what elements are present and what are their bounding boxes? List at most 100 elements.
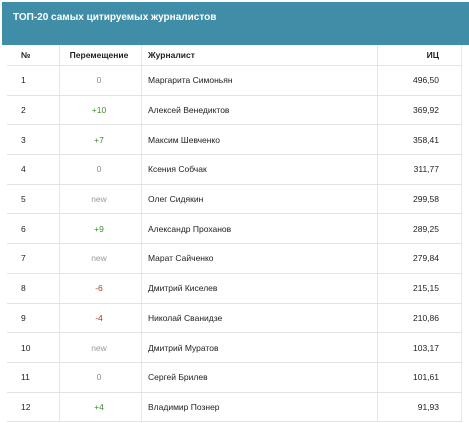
table-row: 11 0 Сергей Брилев 101,61 [7,362,462,393]
column-divider [377,45,378,65]
table-title: ТОП-20 самых цитируемых журналистов [13,12,217,23]
movement-cell: -4 [95,312,103,323]
movement-cell: 0 [96,75,102,86]
column-divider [59,303,60,333]
citation-index-cell: 358,41 [413,134,439,145]
table-row: 8 -6 Дмитрий Киселев 215,15 [7,273,462,304]
column-divider [377,303,378,333]
column-divider [461,392,462,422]
rank-cell: 12 [21,401,31,412]
column-divider [461,244,462,273]
journalist-name-cell: Дмитрий Киселев [148,283,218,294]
column-divider [59,184,60,214]
table-title-banner: ТОП-20 самых цитируемых журналистов [2,2,469,45]
citation-index-cell: 496,50 [413,75,439,86]
column-divider [141,244,142,273]
rank-cell: 10 [21,342,31,353]
column-divider [59,155,60,184]
rank-cell: 7 [21,253,26,264]
table-row: 10 new Дмитрий Муратов 103,17 [7,333,462,363]
journalist-name-cell: Александр Проханов [148,223,232,234]
rank-cell: 6 [21,223,26,234]
citation-index-cell: 311,77 [413,164,439,175]
column-divider [141,155,142,184]
column-divider [461,303,462,333]
table-row: 5 new Олег Сидякин 299,58 [7,184,462,215]
column-divider [141,66,142,95]
citation-index-cell: 289,25 [413,223,439,234]
citation-index-cell: 299,58 [413,194,439,205]
column-divider [377,95,378,125]
rank-cell: 5 [21,194,26,205]
column-divider [461,184,462,214]
column-divider [141,362,142,392]
table-row: 2 +10 Алексей Венедиктов 369,92 [7,95,462,126]
journalist-name-cell: Дмитрий Муратов [148,342,219,353]
citation-index-cell: 210,86 [413,312,439,323]
column-divider [59,362,60,392]
column-divider [377,244,378,273]
column-divider [141,333,142,362]
rank-cell: 8 [21,283,26,294]
ranking-table: № Перемещение Журналист ИЦ 1 0 Маргарита С… [7,45,462,423]
movement-cell: new [91,194,107,205]
journalist-name-cell: Маргарита Симоньян [148,75,233,86]
column-divider [461,273,462,303]
journalist-name-cell: Сергей Брилев [148,372,208,383]
movement-cell: -6 [95,283,103,294]
movement-cell: +9 [94,223,104,234]
citation-index-cell: 279,84 [413,253,439,264]
column-divider [377,214,378,244]
citation-index-cell: 103,17 [413,342,439,353]
column-divider [59,392,60,422]
movement-cell: +7 [94,134,104,145]
column-divider [141,392,142,422]
table-row: 7 new Марат Сайченко 279,84 [7,244,462,274]
journalist-name-cell: Алексей Венедиктов [148,105,230,116]
column-divider [141,95,142,125]
journalist-name-cell: Ксения Собчак [148,164,207,175]
column-divider [141,214,142,244]
column-divider [377,273,378,303]
column-divider [461,45,462,65]
column-divider [461,95,462,125]
column-divider [141,45,142,65]
movement-cell: 0 [96,164,102,175]
table-header-row: № Перемещение Журналист ИЦ [7,45,462,66]
column-divider [141,125,142,155]
column-divider [461,214,462,244]
column-divider [59,244,60,273]
column-divider [59,333,60,362]
column-divider [377,184,378,214]
column-divider [461,125,462,155]
rank-cell: 11 [21,372,30,383]
citation-index-cell: 369,92 [413,105,439,116]
column-divider [377,66,378,95]
header-ic: ИЦ [426,50,439,60]
journalist-name-cell: Николай Сванидзе [148,312,223,323]
citation-index-cell: 215,15 [413,283,439,294]
movement-cell: +4 [94,401,104,412]
column-divider [377,155,378,184]
journalist-name-cell: Владимир Познер [148,401,220,412]
column-divider [59,95,60,125]
table-body: 1 0 Маргарита Симоньян 496,50 2 +10 Алексей Ве… [7,66,462,423]
table-row: 12 +4 Владимир Познер 91,93 [7,392,462,423]
column-divider [59,45,60,65]
citation-index-cell: 91,93 [417,401,439,412]
table-row: 6 +9 Александр Проханов 289,25 [7,214,462,245]
movement-cell: new [91,342,107,353]
journalist-name-cell: Максим Шевченко [148,134,220,145]
column-divider [377,362,378,392]
column-divider [141,273,142,303]
header-journalist: Журналист [148,50,195,60]
rank-cell: 9 [21,312,26,323]
column-divider [461,333,462,362]
column-divider [59,214,60,244]
column-divider [377,333,378,362]
journalist-name-cell: Марат Сайченко [148,253,214,264]
movement-cell: +10 [91,105,107,116]
rank-cell: 1 [21,75,26,86]
movement-cell: new [91,253,107,264]
column-divider [461,155,462,184]
